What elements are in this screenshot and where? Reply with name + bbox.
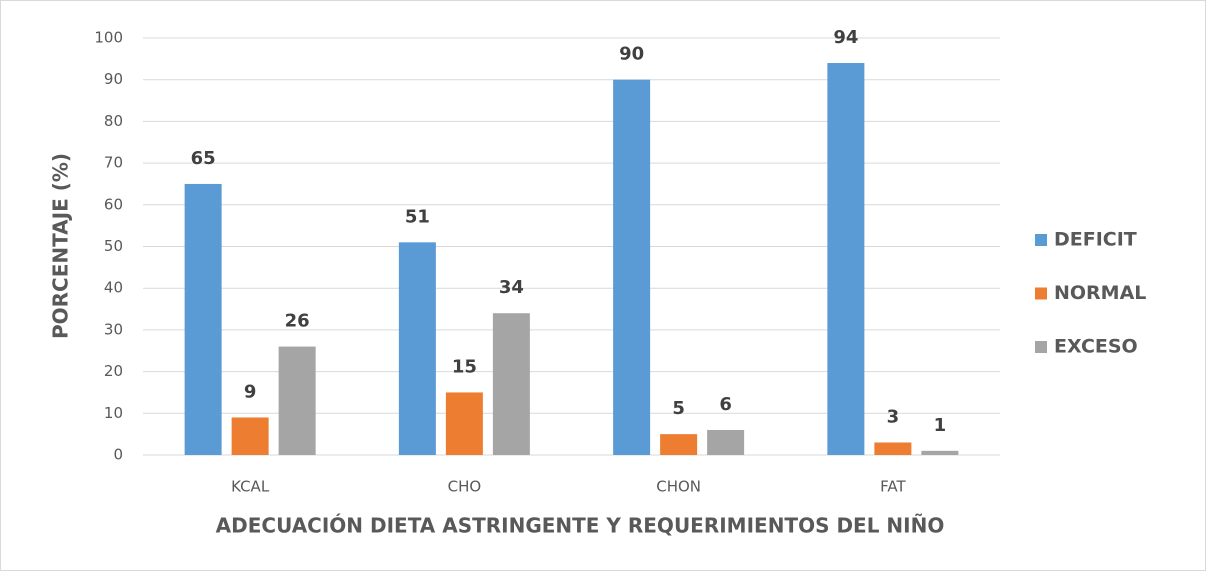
bar xyxy=(613,79,651,455)
data-label: 34 xyxy=(499,277,524,298)
y-axis-title: PORCENTAJE (%) xyxy=(49,153,73,339)
bar xyxy=(660,434,698,455)
y-tick-label: 0 xyxy=(113,446,123,464)
bar xyxy=(445,392,483,455)
y-tick-label: 40 xyxy=(104,279,123,297)
bar xyxy=(874,442,912,455)
x-tick-label: CHO xyxy=(448,478,482,496)
data-label: 1 xyxy=(934,415,947,436)
bar xyxy=(707,429,745,455)
y-tick-label: 50 xyxy=(104,237,123,255)
bar xyxy=(827,63,865,456)
bar xyxy=(278,346,316,455)
legend-label: EXCESO xyxy=(1054,336,1138,358)
data-label: 94 xyxy=(833,27,858,48)
legend-label: NORMAL xyxy=(1054,282,1146,304)
legend-swatch xyxy=(1035,234,1047,246)
x-axis-title: ADECUACIÓN DIETA ASTRINGENTE Y REQUERIMI… xyxy=(216,514,945,538)
y-tick-label: 70 xyxy=(104,154,123,172)
bar xyxy=(398,242,436,455)
y-tick-label: 10 xyxy=(104,404,123,422)
y-tick-label: 60 xyxy=(104,195,123,213)
data-label: 51 xyxy=(405,206,430,227)
x-tick-label: CHON xyxy=(656,478,701,496)
bar xyxy=(921,450,959,455)
y-tick-label: 30 xyxy=(104,320,123,338)
y-tick-label: 80 xyxy=(104,112,123,130)
y-tick-label: 100 xyxy=(94,29,123,47)
data-label: 3 xyxy=(887,406,900,427)
bar xyxy=(492,313,530,455)
y-tick-label: 90 xyxy=(104,70,123,88)
data-label: 9 xyxy=(244,381,257,402)
x-tick-label: KCAL xyxy=(231,478,270,496)
legend-swatch xyxy=(1035,287,1047,300)
data-label: 65 xyxy=(191,148,216,169)
legend-label: DEFICIT xyxy=(1054,229,1137,251)
x-tick-label: FAT xyxy=(880,478,906,496)
bar xyxy=(184,183,222,455)
y-tick-label: 20 xyxy=(104,362,123,380)
data-label: 15 xyxy=(452,356,477,377)
data-label: 90 xyxy=(619,44,644,65)
data-label: 6 xyxy=(719,394,732,415)
data-label: 26 xyxy=(285,311,310,332)
data-label: 5 xyxy=(672,398,685,419)
legend-swatch xyxy=(1035,341,1047,353)
bar xyxy=(231,417,269,455)
